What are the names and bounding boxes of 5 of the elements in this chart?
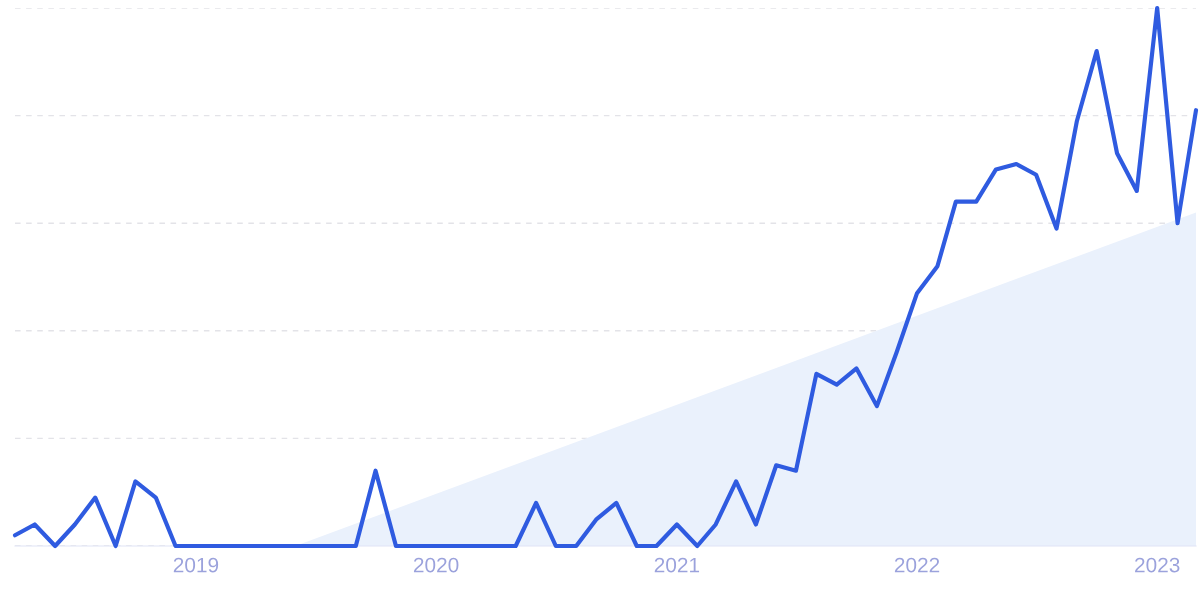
x-tick-label: 2021 [654, 557, 700, 573]
x-tick-label: 2023 [1135, 557, 1180, 573]
x-tick-label: 2022 [894, 557, 940, 573]
x-tick-label: 2020 [413, 557, 459, 573]
x-tick-label: 2019 [173, 557, 219, 573]
